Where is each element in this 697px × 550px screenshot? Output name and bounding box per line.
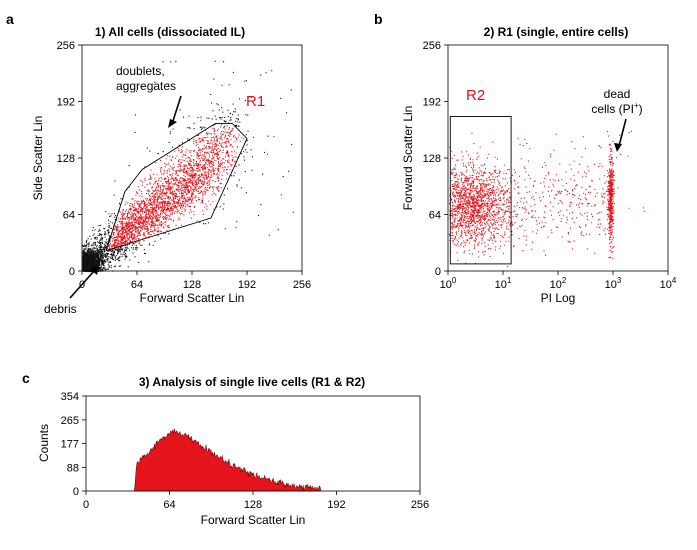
panel-c: c 3) Analysis of single live cells (R1 &… bbox=[22, 370, 429, 527]
histogram-area bbox=[134, 428, 322, 492]
panel-b-x-tick-exp: 0 bbox=[452, 276, 457, 285]
panel-a-y-tick-label: 0 bbox=[69, 266, 75, 278]
panel-b-x-tick-label: 104 bbox=[660, 276, 677, 291]
r2-gate-label: R2 bbox=[466, 87, 485, 104]
panel-b-x-tick-exp: 1 bbox=[507, 276, 512, 285]
dead-cells-text: cells (PI bbox=[591, 102, 634, 116]
dead-cells-arrow-head bbox=[614, 143, 622, 152]
panel-b-x-tick-base: 10 bbox=[440, 279, 452, 291]
doublets-arrow-head bbox=[168, 119, 177, 128]
panel-a: a 1) All cells (dissociated IL) 0 64 128 19… bbox=[6, 11, 311, 316]
panel-c-x-label: Forward Scatter Lin bbox=[201, 513, 306, 527]
panel-c-y-label: Counts bbox=[37, 424, 51, 462]
panel-b-label: b bbox=[374, 11, 383, 27]
panel-b-x-tick-label: 101 bbox=[495, 276, 512, 291]
dead-cells-annotation-line-2: cells (PI+) bbox=[591, 101, 642, 116]
panel-b-y-label: Forward Scatter Lin bbox=[401, 106, 415, 211]
panel-b-y-tick-label: 64 bbox=[429, 210, 441, 222]
panel-a-y-tick-label: 256 bbox=[57, 40, 75, 52]
dead-cells-superscript: + bbox=[634, 101, 639, 110]
panel-a-y-tick-label: 64 bbox=[63, 210, 75, 222]
panel-a-y-ticks: 0 64 128 192 256 bbox=[57, 40, 82, 278]
panel-c-y-tick-label: 88 bbox=[67, 462, 79, 474]
panel-c-y-tick-label: 0 bbox=[73, 486, 79, 498]
r1-gate-polygon bbox=[105, 123, 248, 252]
panel-c-title: 3) Analysis of single live cells (R1 & R… bbox=[139, 375, 365, 389]
panel-b-y-tick-label: 0 bbox=[435, 266, 441, 278]
panel-b-x-tick-exp: 2 bbox=[562, 276, 567, 285]
r1-events-pi bbox=[449, 107, 645, 267]
panel-b-x-tick-label: 103 bbox=[605, 276, 622, 291]
debris-annotation: debris bbox=[44, 302, 77, 316]
panel-b-y-tick-label: 256 bbox=[423, 40, 441, 52]
panel-c-x-ticks: 0 64 128 192 256 bbox=[83, 491, 429, 511]
panel-c-y-tick-label: 354 bbox=[61, 391, 79, 403]
panel-c-x-tick-label: 0 bbox=[83, 499, 89, 511]
debris-arrow bbox=[69, 269, 96, 299]
panel-a-label: a bbox=[6, 11, 14, 27]
panel-b-x-tick-exp: 3 bbox=[617, 276, 622, 285]
panel-a-points bbox=[82, 60, 294, 273]
panel-c-x-tick-label: 128 bbox=[244, 499, 262, 511]
panel-b-y-tick-label: 192 bbox=[423, 97, 441, 109]
panel-b-x-tick-base: 10 bbox=[605, 279, 617, 291]
panel-a-y-tick-label: 128 bbox=[57, 153, 75, 165]
panel-a-x-tick-label: 192 bbox=[238, 279, 256, 291]
panel-b-x-ticks: 100 101 102 103 104 bbox=[440, 271, 677, 291]
panel-b-title: 2) R1 (single, entire cells) bbox=[484, 25, 629, 39]
panel-b-points bbox=[449, 107, 645, 267]
panel-a-x-label: Forward Scatter Lin bbox=[140, 291, 245, 305]
panel-c-y-tick-label: 177 bbox=[61, 439, 79, 451]
panel-b-frame bbox=[447, 44, 669, 272]
panel-b-x-tick-base: 10 bbox=[495, 279, 507, 291]
panel-a-x-tick-label: 64 bbox=[131, 279, 143, 291]
r1-gate-label: R1 bbox=[246, 93, 265, 110]
dead-cells-close: ) bbox=[639, 102, 643, 116]
panel-c-x-tick-label: 64 bbox=[163, 499, 175, 511]
doublets-annotation-line-2: aggregates bbox=[116, 79, 176, 93]
r2-gate-rect bbox=[449, 116, 512, 265]
panel-b-y-tick-label: 128 bbox=[423, 153, 441, 165]
panel-b-x-tick-label: 100 bbox=[440, 276, 457, 291]
panel-c-y-tick-label: 265 bbox=[61, 415, 79, 427]
panel-b-x-tick-base: 10 bbox=[550, 279, 562, 291]
r1-gated-events bbox=[107, 124, 247, 252]
panel-b-x-tick-exp: 4 bbox=[672, 276, 677, 285]
panel-a-y-label: Side Scatter Lin bbox=[31, 116, 45, 201]
panel-c-x-tick-label: 256 bbox=[411, 499, 429, 511]
panel-a-x-tick-label: 128 bbox=[183, 279, 201, 291]
panel-b-x-tick-label: 102 bbox=[550, 276, 567, 291]
panel-a-x-tick-label: 256 bbox=[293, 279, 311, 291]
dead-cells-arrow bbox=[618, 118, 627, 147]
panel-a-title: 1) All cells (dissociated IL) bbox=[95, 25, 245, 39]
panel-c-label: c bbox=[22, 370, 30, 386]
doublets-arrow bbox=[171, 95, 182, 125]
panel-c-x-tick-label: 192 bbox=[327, 499, 345, 511]
panel-b: b 2) R1 (single, entire cells) 100 101 102… bbox=[374, 11, 677, 305]
panel-b-x-tick-base: 10 bbox=[660, 279, 672, 291]
panel-a-y-tick-label: 192 bbox=[57, 97, 75, 109]
debris-arrow-head bbox=[90, 265, 99, 275]
dead-cells-annotation-line-1: dead bbox=[604, 87, 631, 101]
panel-c-y-ticks: 0 88 177 265 354 bbox=[61, 391, 86, 498]
doublets-annotation-line-1: doublets, bbox=[116, 64, 165, 78]
panel-b-x-label: PI Log bbox=[541, 291, 576, 305]
panel-b-y-ticks: 0 64 128 192 256 bbox=[423, 40, 448, 278]
